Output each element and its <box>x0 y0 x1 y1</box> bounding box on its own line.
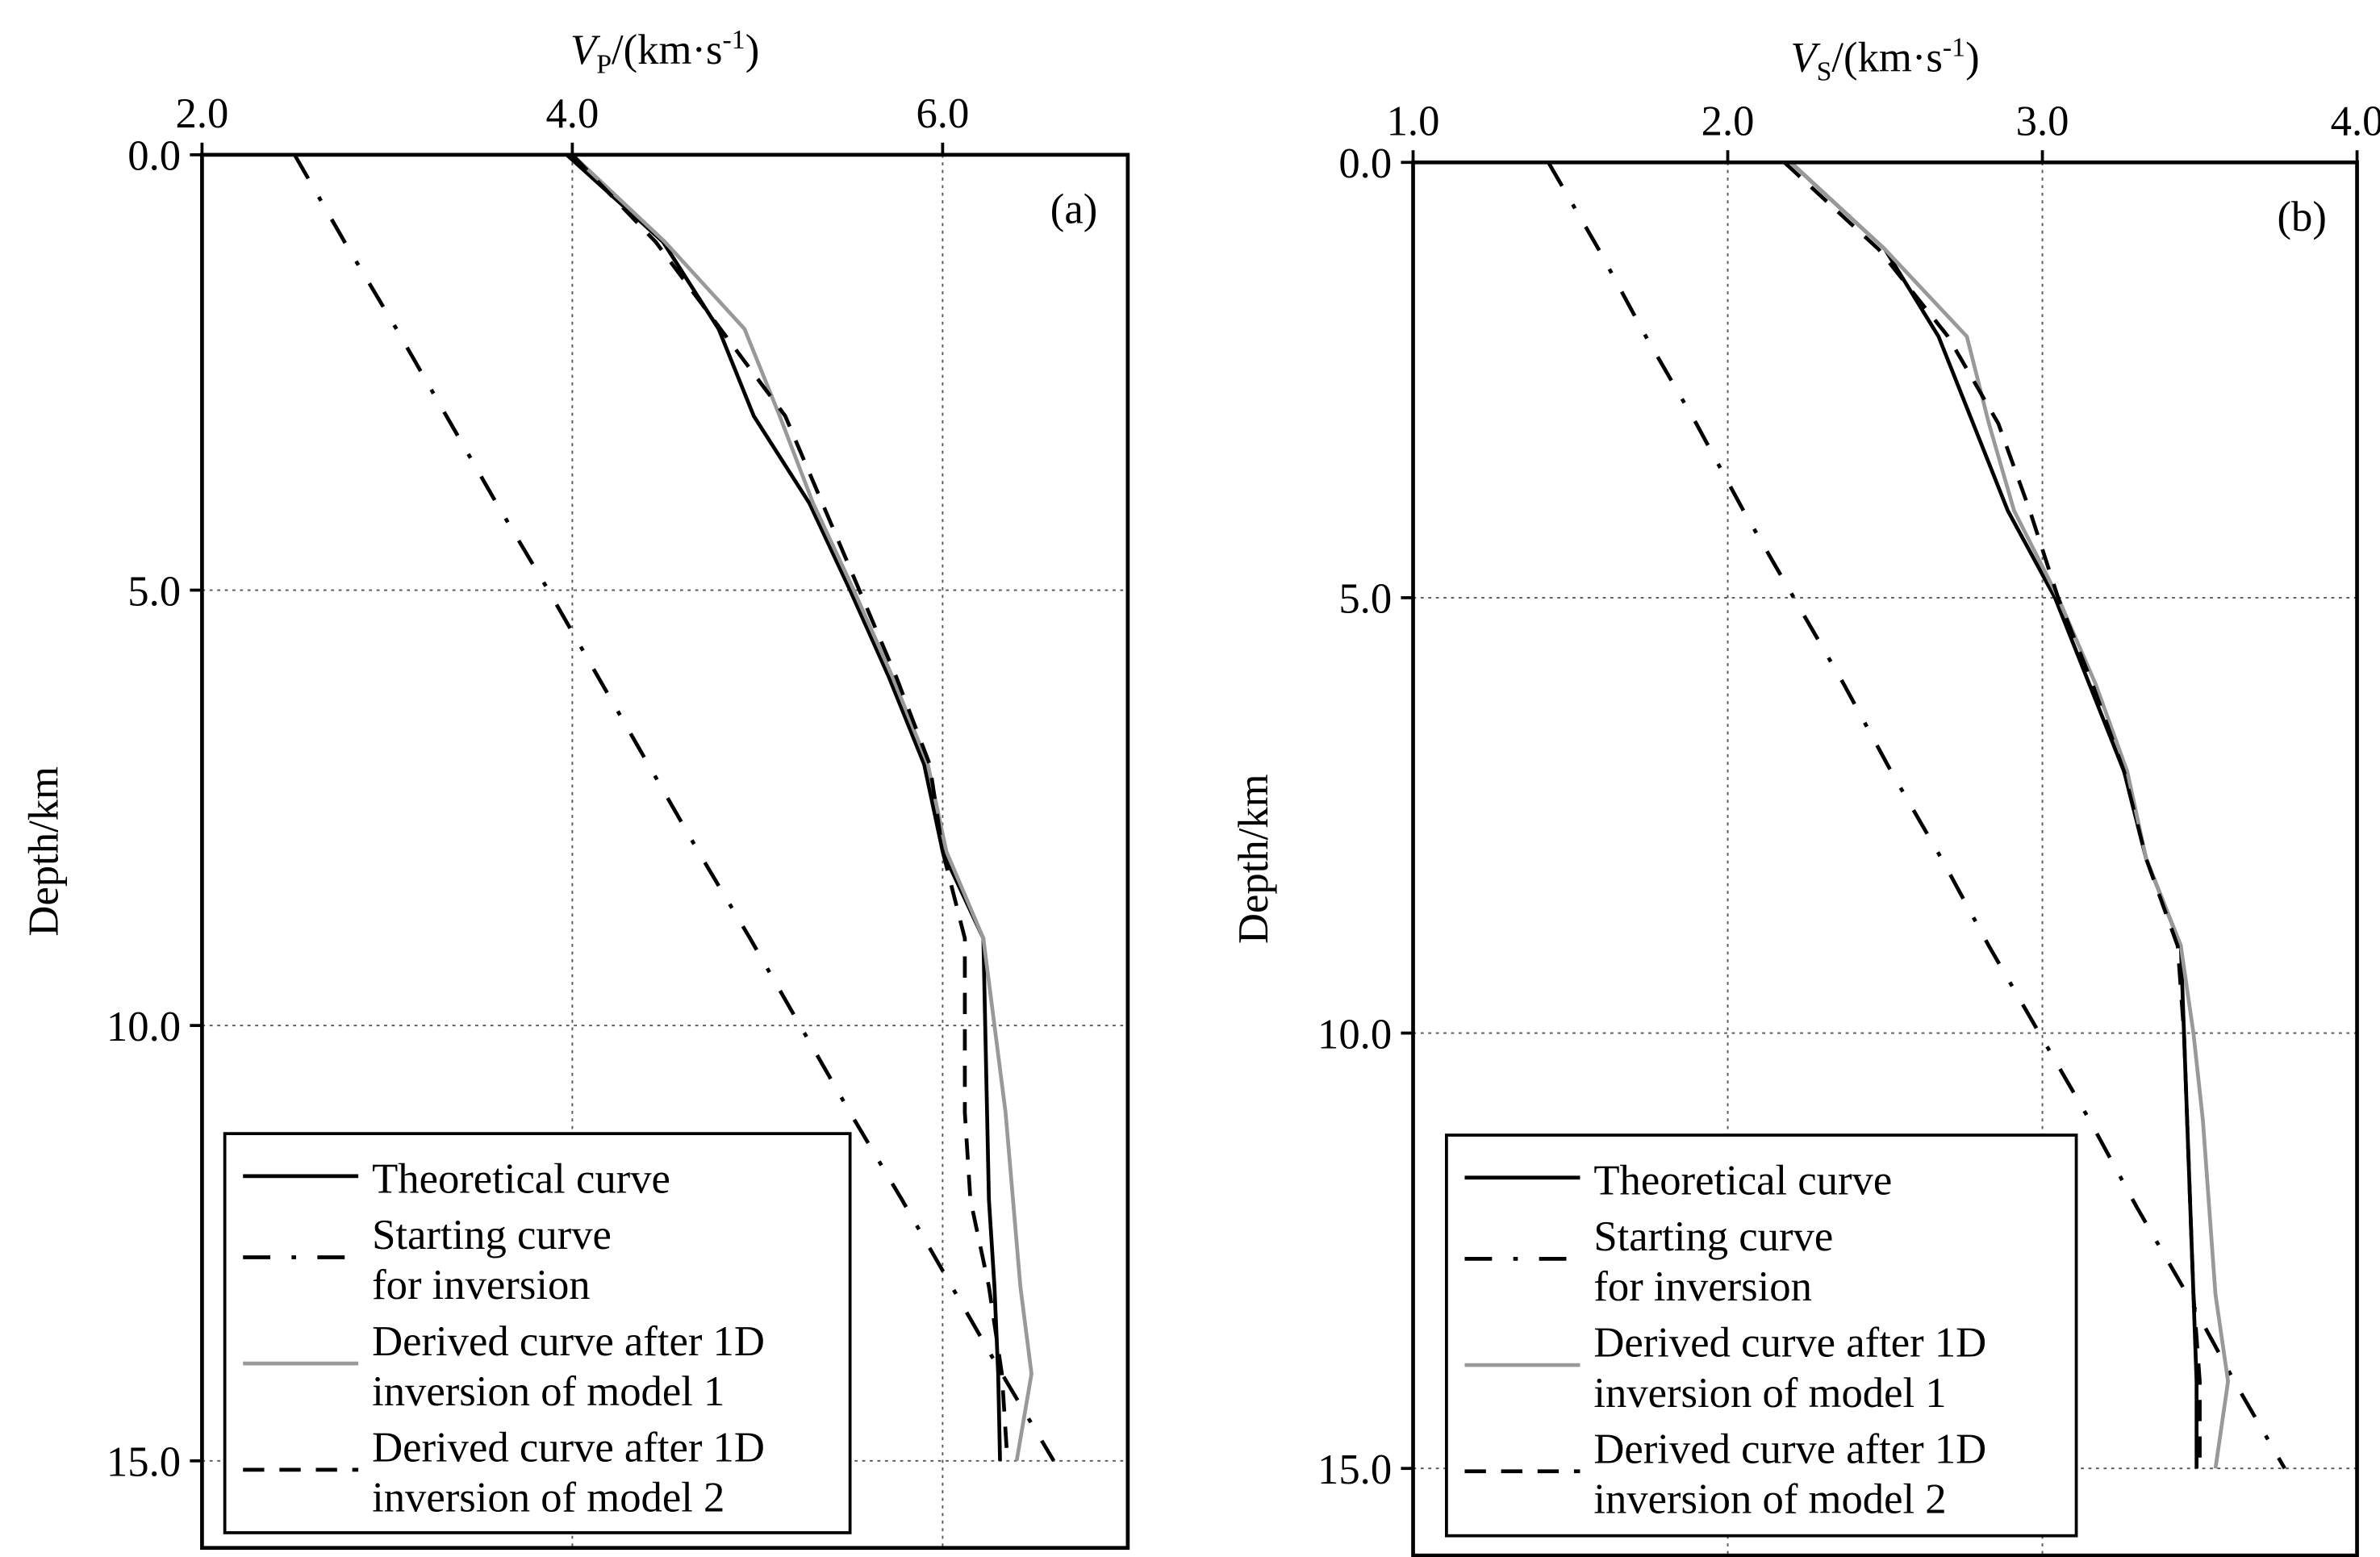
y-tick-label: 15.0 <box>106 1439 181 1486</box>
legend-label: for inversion <box>1593 1263 1812 1310</box>
legend-label: inversion of model 2 <box>1593 1476 1946 1522</box>
x-tick-label: 4.0 <box>2331 98 2380 144</box>
y-tick-label: 10.0 <box>1317 1011 1392 1058</box>
x-tick-label: 3.0 <box>2016 98 2069 144</box>
legend-label: Derived curve after 1D <box>372 1424 765 1471</box>
y-tick-label: 15.0 <box>1317 1446 1392 1493</box>
plot-frame <box>1411 160 2359 1557</box>
series-line <box>293 153 1056 1462</box>
x-axis-label-part: V <box>570 27 601 73</box>
legend-label: Derived curve after 1D <box>372 1318 765 1365</box>
legend-label: Theoretical curve <box>1593 1157 1892 1204</box>
panel: 1.0 2.0 3.0 4.0 0.0 5.0 10.0 15.0 VS/(km·s-1) Dep… <box>1230 33 2380 1557</box>
y-axis-label: Depth/km <box>21 766 68 937</box>
x-axis-label-part: P <box>596 49 612 79</box>
series-line <box>1789 161 2231 1469</box>
y-tick-label: 10.0 <box>106 1004 181 1050</box>
plot-frame <box>200 152 1130 1551</box>
x-tick-label: 2.0 <box>175 90 228 137</box>
x-tick-label: 1.0 <box>1387 98 1440 144</box>
x-axis-label-part: S <box>1817 57 1832 87</box>
series-line <box>1547 161 2286 1470</box>
x-axis-label-part: ) <box>745 27 760 73</box>
x-axis-label-part: -1 <box>1943 33 1965 63</box>
x-axis-label-part: -1 <box>723 25 745 55</box>
series-line <box>570 153 1033 1462</box>
y-tick-label: 0.0 <box>127 133 181 180</box>
x-axis-label-part: /(km·s <box>1831 34 1942 81</box>
legend-label: Derived curve after 1D <box>1593 1426 1986 1472</box>
x-tick-label: 4.0 <box>545 90 599 137</box>
y-tick-label: 5.0 <box>127 568 181 615</box>
x-axis-label: VS/(km·s-1) <box>1790 33 1979 87</box>
y-axis-label: Depth/km <box>1230 774 1277 944</box>
panel-label: (b) <box>2278 194 2327 240</box>
x-axis-label-part: /(km·s <box>612 27 722 73</box>
legend-label: inversion of model 1 <box>372 1368 724 1415</box>
legend-label: Derived curve after 1D <box>1593 1320 1986 1367</box>
y-tick-label: 0.0 <box>1338 140 1392 187</box>
y-tick-label: 5.0 <box>1338 576 1392 623</box>
legend-box <box>223 1132 852 1534</box>
x-axis-label-part: ) <box>1965 34 1980 81</box>
x-tick-label: 6.0 <box>916 90 969 137</box>
legend-label: inversion of model 1 <box>1593 1370 1946 1417</box>
legend-label: Starting curve <box>1593 1213 1833 1260</box>
legend-label: for inversion <box>372 1262 591 1309</box>
x-tick-label: 2.0 <box>1701 98 1755 144</box>
legend-box <box>1445 1133 2078 1538</box>
legend-label: inversion of model 2 <box>372 1475 724 1522</box>
x-axis-label: VP/(km·s-1) <box>570 25 759 79</box>
panel: 2.0 4.0 6.0 0.0 5.0 10.0 15.0 VP/(km·s-1) Depth/… <box>21 25 1130 1551</box>
legend-label: Theoretical curve <box>372 1156 670 1203</box>
x-axis-label-part: V <box>1790 34 1821 81</box>
panel-label: (a) <box>1050 186 1097 233</box>
legend-label: Starting curve <box>372 1212 612 1259</box>
series-line <box>565 153 1002 1461</box>
